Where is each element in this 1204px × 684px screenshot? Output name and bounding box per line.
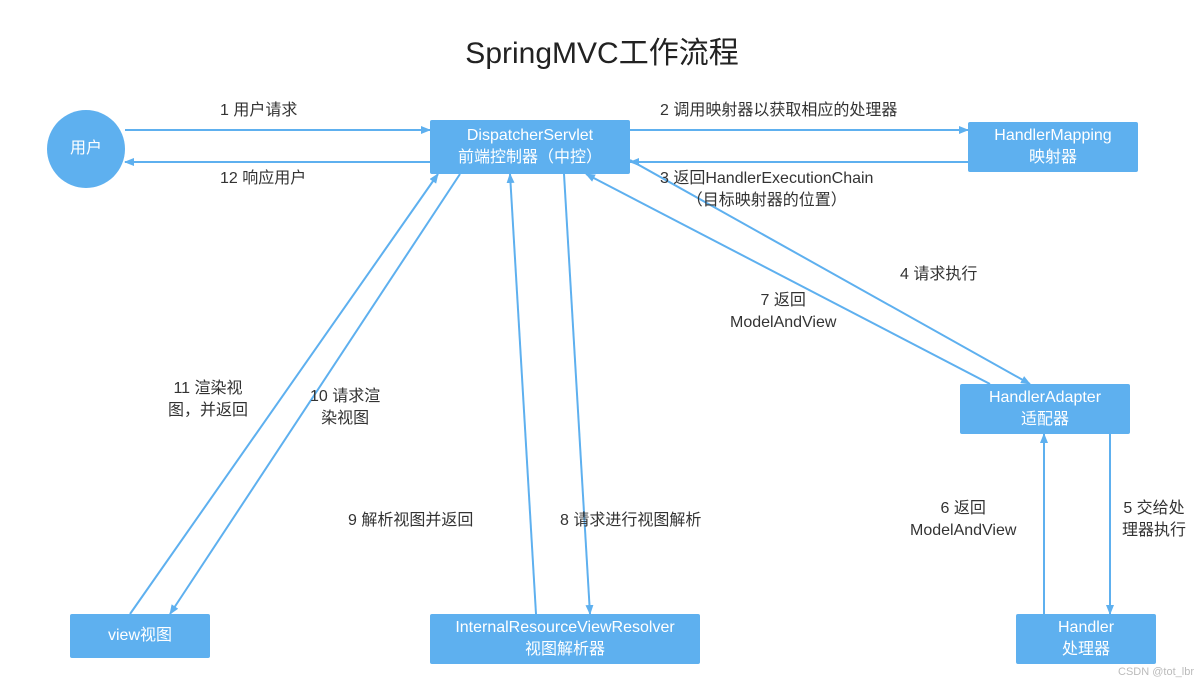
- edge-label-e11: 11 渲染视 图，并返回: [168, 378, 248, 423]
- watermark: CSDN @tot_lbr: [1118, 666, 1194, 678]
- edge-label-e12: 12 响应用户: [220, 168, 306, 190]
- edge-e9: [510, 174, 536, 614]
- node-mapping: HandlerMapping 映射器: [968, 122, 1138, 172]
- node-user: 用户: [47, 110, 125, 188]
- edge-label-e1: 1 用户请求: [220, 100, 297, 122]
- edge-label-e3: 3 返回HandlerExecutionChain （目标映射器的位置）: [660, 168, 873, 213]
- edge-label-e8: 8 请求进行视图解析: [560, 510, 701, 532]
- edge-label-e6: 6 返回 ModelAndView: [910, 498, 1016, 543]
- edge-label-e2: 2 调用映射器以获取相应的处理器: [660, 100, 897, 122]
- node-view: view视图: [70, 614, 210, 658]
- edge-label-e5: 5 交给处 理器执行: [1122, 498, 1186, 543]
- node-handler: Handler 处理器: [1016, 614, 1156, 664]
- edge-label-e10: 10 请求渲 染视图: [310, 386, 380, 431]
- edge-label-e7: 7 返回 ModelAndView: [730, 290, 836, 335]
- edge-label-e4: 4 请求执行: [900, 264, 977, 286]
- node-adapter: HandlerAdapter 适配器: [960, 384, 1130, 434]
- node-dispatcher: DispatcherServlet 前端控制器（中控）: [430, 120, 630, 174]
- diagram-title: SpringMVC工作流程: [465, 28, 738, 72]
- edge-e8: [564, 174, 590, 614]
- edges-layer: [0, 0, 1204, 684]
- edge-label-e9: 9 解析视图并返回: [348, 510, 473, 532]
- node-resolver: InternalResourceViewResolver 视图解析器: [430, 614, 700, 664]
